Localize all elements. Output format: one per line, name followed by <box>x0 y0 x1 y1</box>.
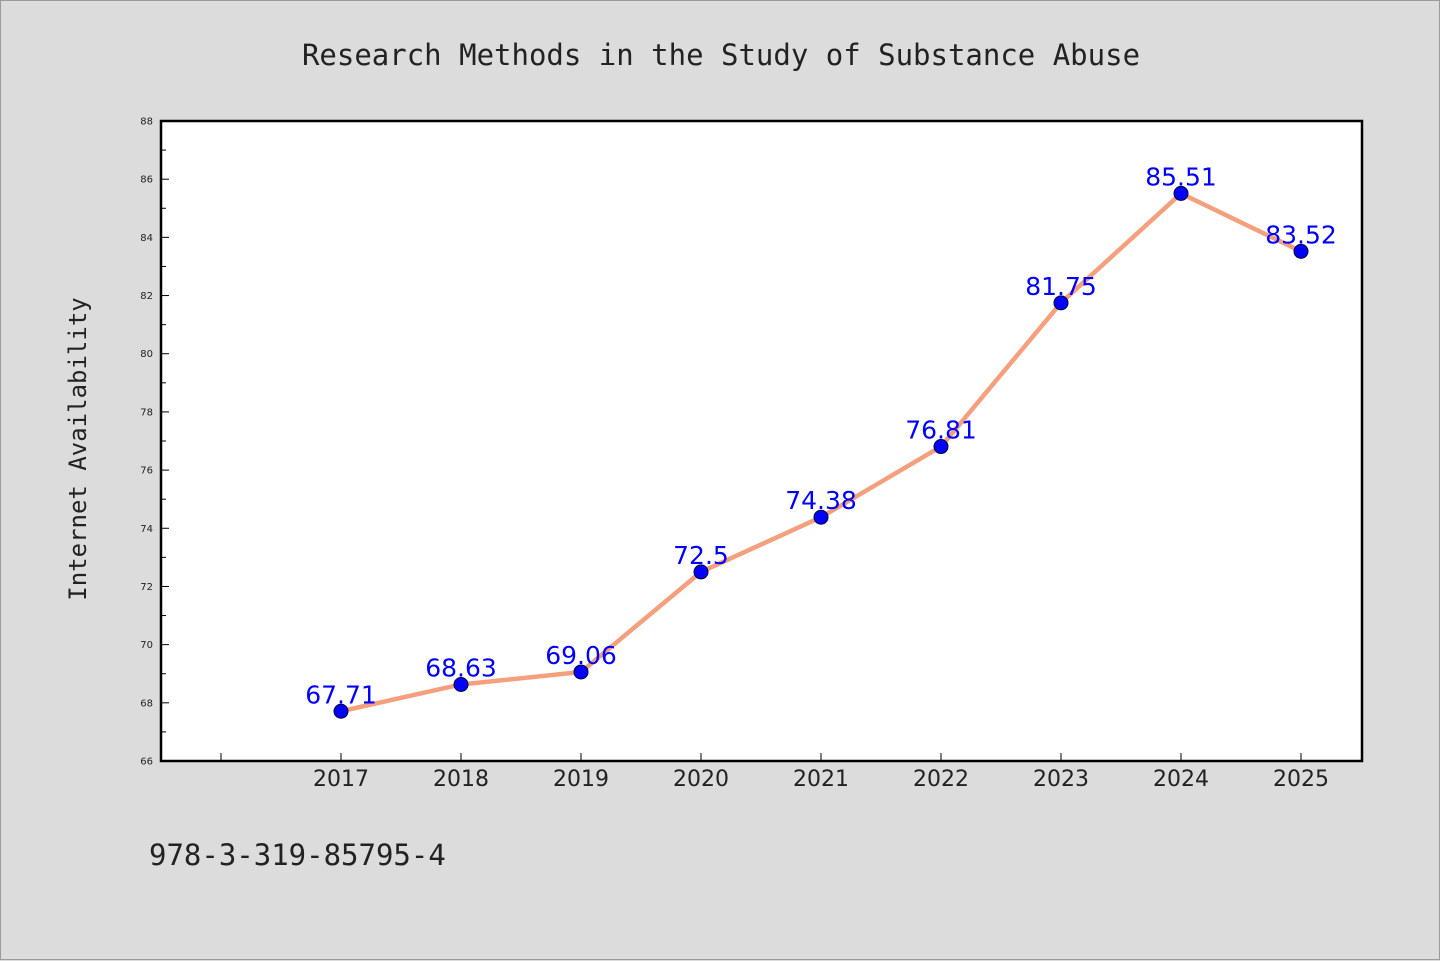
y-tick-label: 88 <box>140 117 153 128</box>
y-axis-label: Internet Availability <box>64 297 92 600</box>
x-tick-label: 2018 <box>433 767 489 792</box>
x-axis-tick-labels: 2017 2018 2019 2020 2021 2022 2023 2024 2025 <box>313 767 1329 792</box>
data-label: 74.38 <box>785 486 857 515</box>
data-label: 81.75 <box>1025 272 1097 301</box>
y-axis-ticks <box>161 120 169 762</box>
y-tick-label: 72 <box>140 582 153 593</box>
data-label: 68.63 <box>425 653 497 682</box>
data-point <box>1173 185 1189 201</box>
data-point <box>1053 295 1069 311</box>
y-tick-label: 70 <box>140 640 153 651</box>
x-tick-label: 2024 <box>1153 767 1209 792</box>
y-axis-tick-labels: 66 68 70 72 74 76 78 80 82 84 86 88 <box>140 117 153 768</box>
y-tick-label: 86 <box>140 175 153 186</box>
y-tick-label: 84 <box>140 233 153 244</box>
data-point <box>813 509 829 525</box>
y-tick-label: 78 <box>140 407 153 418</box>
data-point <box>333 703 349 719</box>
data-point <box>573 664 589 680</box>
x-tick-label: 2020 <box>673 767 729 792</box>
x-tick-label: 2025 <box>1273 767 1329 792</box>
x-tick-label: 2022 <box>913 767 969 792</box>
data-point <box>453 676 469 692</box>
data-label: 76.81 <box>905 416 977 445</box>
data-point <box>693 564 709 580</box>
isbn-text: 978-3-319-85795-4 <box>149 838 446 872</box>
y-tick-label: 74 <box>140 524 153 535</box>
y-tick-label: 80 <box>140 349 153 360</box>
data-label: 69.06 <box>545 641 617 670</box>
data-point <box>933 439 949 455</box>
x-tick-label: 2021 <box>793 767 849 792</box>
y-tick-label: 66 <box>140 757 153 768</box>
y-tick-label: 76 <box>140 466 153 477</box>
x-tick-label: 2019 <box>553 767 609 792</box>
chart-title: Research Methods in the Study of Substan… <box>302 38 1140 72</box>
data-label-layer: 67.71 68.63 69.06 72.5 74.38 76.81 81.75 85.51 8… <box>305 162 1337 709</box>
marker-layer <box>333 185 1309 719</box>
data-label: 67.71 <box>305 680 377 709</box>
data-point <box>1293 243 1309 259</box>
data-label: 85.51 <box>1145 162 1217 191</box>
plot-area <box>159 119 1364 763</box>
x-tick-label: 2023 <box>1033 767 1089 792</box>
y-tick-label: 68 <box>140 698 153 709</box>
x-tick-label: 2017 <box>313 767 369 792</box>
x-axis-ticks <box>220 753 1302 761</box>
data-label: 72.5 <box>673 541 729 570</box>
y-tick-label: 82 <box>140 291 153 302</box>
data-label: 83.52 <box>1265 220 1337 249</box>
